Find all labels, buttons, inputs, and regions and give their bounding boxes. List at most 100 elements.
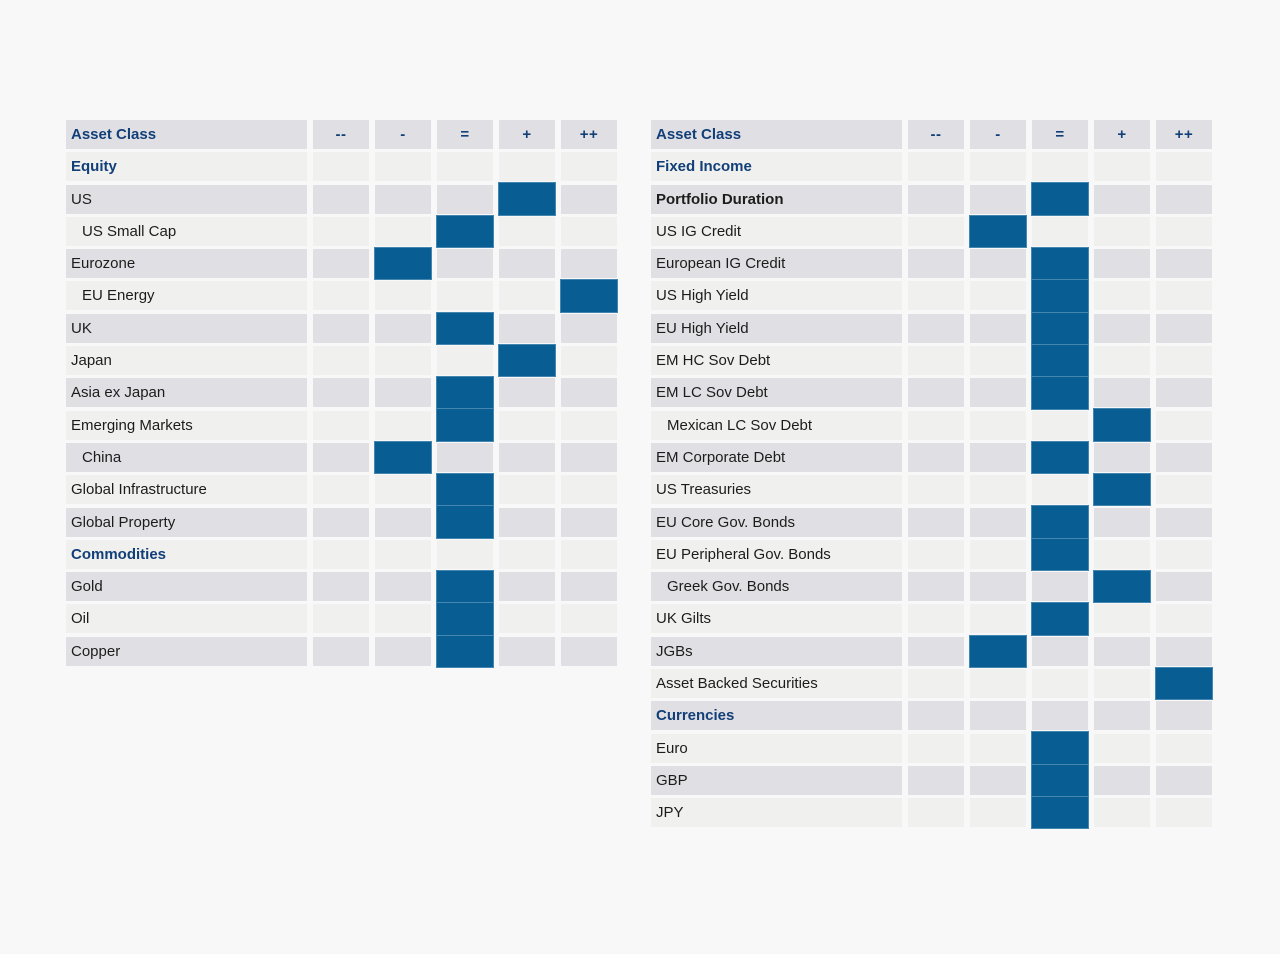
table-row: US xyxy=(66,182,617,216)
rating-cell xyxy=(970,410,1026,440)
rating-cell xyxy=(499,216,555,246)
rating-cell xyxy=(970,733,1026,763)
table-row: EU Peripheral Gov. Bonds xyxy=(651,537,1212,572)
row-label: US Small Cap xyxy=(66,216,307,246)
rating-cell xyxy=(313,572,369,602)
rating-cell xyxy=(1156,572,1212,602)
rating-cell xyxy=(970,442,1026,472)
row-label: Asia ex Japan xyxy=(66,378,307,408)
rating-fill xyxy=(969,214,1027,249)
table-row: Mexican LC Sov Debt xyxy=(651,408,1212,442)
rating-cell xyxy=(499,378,555,408)
row-label: Greek Gov. Bonds xyxy=(651,572,902,602)
rating-cell xyxy=(908,798,964,828)
rating-cell xyxy=(1031,182,1089,216)
rating-cell xyxy=(499,442,555,472)
rating-fill xyxy=(1031,731,1089,765)
rating-cell xyxy=(1094,442,1150,472)
rating-cell xyxy=(970,249,1026,279)
rating-cell xyxy=(1094,378,1150,408)
rating-cell xyxy=(436,376,494,410)
rating-cell xyxy=(561,539,617,569)
rating-cell xyxy=(436,311,494,345)
table-row: JGBs xyxy=(651,634,1212,668)
table-row: Oil xyxy=(66,602,617,636)
rating-cell xyxy=(499,475,555,505)
table-row: European IG Credit xyxy=(651,247,1212,281)
rating-cell xyxy=(1032,701,1088,731)
rating-fill xyxy=(374,247,432,281)
rating-cell xyxy=(561,507,617,537)
table-row: JPY xyxy=(651,796,1212,830)
rating-symbol: - xyxy=(400,126,406,143)
rating-fill xyxy=(1031,763,1089,798)
row-label: UK Gilts xyxy=(651,604,902,634)
rating-cell xyxy=(375,475,431,505)
table-row: Euro xyxy=(651,731,1212,765)
table-row: EM Corporate Debt xyxy=(651,440,1212,475)
rating-cell xyxy=(375,539,431,569)
rating-cell xyxy=(375,636,431,666)
rating-cell xyxy=(499,636,555,666)
rating-cell xyxy=(1155,666,1213,701)
row-label: EU Core Gov. Bonds xyxy=(651,507,902,537)
rating-cell xyxy=(1094,701,1150,731)
rating-cell xyxy=(313,378,369,408)
rating-cell xyxy=(436,602,494,636)
rating-cell xyxy=(1156,733,1212,763)
row-label: JGBs xyxy=(651,636,902,666)
rating-cell xyxy=(1094,798,1150,828)
rating-cell xyxy=(1094,152,1150,182)
section-label: Equity xyxy=(66,152,307,182)
rating-fill xyxy=(374,440,432,475)
row-label: Copper xyxy=(66,636,307,666)
rating-cell xyxy=(313,539,369,569)
rating-cell xyxy=(560,279,618,313)
rating-cell xyxy=(1032,669,1088,699)
section-row: Commodities xyxy=(66,539,617,569)
rating-cell xyxy=(908,249,964,279)
row-label: Emerging Markets xyxy=(66,410,307,440)
rating-cell xyxy=(561,604,617,634)
rating-cell xyxy=(375,507,431,537)
rating-cell xyxy=(561,410,617,440)
rating-fill xyxy=(1093,473,1151,507)
rating-cell xyxy=(437,346,493,376)
rating-cell xyxy=(1156,798,1212,828)
rating-fill xyxy=(1031,279,1089,313)
rating-cell xyxy=(908,378,964,408)
column-header-rating3: + xyxy=(1094,120,1150,149)
rating-cell xyxy=(1094,281,1150,311)
rating-fill xyxy=(1031,602,1089,636)
section-label: Fixed Income xyxy=(651,152,902,182)
table-row: EU High Yield xyxy=(651,311,1212,345)
rating-cell xyxy=(499,410,555,440)
rating-cell xyxy=(1032,216,1088,246)
rating-cell xyxy=(908,765,964,795)
rating-cell xyxy=(561,475,617,505)
rating-fill xyxy=(1031,505,1089,539)
table-row: Greek Gov. Bonds xyxy=(651,569,1212,604)
rating-cell xyxy=(1156,281,1212,311)
rating-cell xyxy=(908,701,964,731)
rating-symbol: - xyxy=(995,126,1001,143)
rating-cell xyxy=(313,216,369,246)
row-label: JPY xyxy=(651,798,902,828)
column-header-rating4: ++ xyxy=(561,120,617,149)
rating-cell xyxy=(1032,410,1088,440)
table-row: Asia ex Japan xyxy=(66,376,617,410)
row-label: EU Peripheral Gov. Bonds xyxy=(651,539,902,569)
rating-cell xyxy=(1094,604,1150,634)
rating-cell xyxy=(1094,733,1150,763)
rating-cell xyxy=(1094,669,1150,699)
rating-cell xyxy=(437,249,493,279)
rating-cell xyxy=(1094,184,1150,214)
rating-cell xyxy=(1094,346,1150,376)
rating-cell xyxy=(375,604,431,634)
rating-cell xyxy=(1156,378,1212,408)
rating-cell xyxy=(375,184,431,214)
table-row: Emerging Markets xyxy=(66,408,617,442)
rating-cell xyxy=(1031,247,1089,281)
rating-fill xyxy=(1031,796,1089,830)
column-header-rating0: -- xyxy=(908,120,964,149)
